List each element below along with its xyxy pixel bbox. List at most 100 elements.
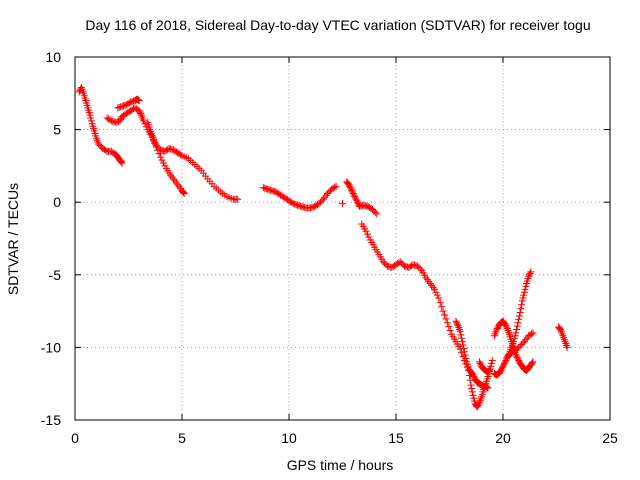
data-point: [154, 143, 162, 151]
data-point: [458, 349, 466, 357]
data-point: [502, 322, 510, 330]
plot-frame: [74, 56, 611, 421]
y-axis-label: SDTVAR / TECUs: [5, 183, 21, 295]
data-point: [87, 114, 95, 122]
y-tick-label: 10: [45, 49, 61, 65]
data-point: [511, 332, 519, 340]
data-point: [371, 208, 379, 216]
data-point: [432, 288, 440, 296]
data-point: [117, 115, 125, 123]
data-point: [439, 307, 447, 315]
data-point: [180, 189, 188, 197]
data-point: [234, 195, 242, 203]
data-point: [135, 107, 143, 115]
data-point: [368, 205, 376, 213]
data-point: [488, 359, 496, 367]
data-point: [446, 326, 454, 334]
data-point: [487, 362, 495, 370]
data-point: [520, 291, 528, 299]
data-point: [346, 182, 354, 190]
data-point: [158, 156, 166, 164]
data-point: [486, 365, 494, 373]
data-point: [563, 343, 571, 351]
data-point: [513, 322, 521, 330]
data-point: [516, 342, 524, 350]
data-point: [157, 153, 165, 161]
data-point: [398, 259, 406, 267]
y-tick-label: -10: [41, 339, 61, 355]
data-point: [512, 346, 520, 354]
data-points: [75, 83, 571, 411]
data-point: [460, 348, 468, 356]
data-point: [347, 185, 355, 193]
data-point: [528, 359, 536, 367]
data-point: [118, 159, 126, 167]
data-point: [500, 361, 508, 369]
data-point: [316, 198, 324, 206]
data-point: [362, 227, 370, 235]
y-tick-label: 5: [53, 122, 61, 138]
data-point: [396, 258, 404, 266]
data-point: [458, 334, 466, 342]
x-tick-label: 15: [388, 430, 404, 446]
data-point: [453, 320, 461, 328]
data-point: [521, 285, 529, 293]
data-point: [363, 230, 371, 238]
data-point: [456, 327, 464, 335]
data-point: [503, 323, 511, 331]
data-point: [353, 197, 361, 205]
data-point: [522, 282, 530, 290]
data-point: [467, 381, 475, 389]
gridlines: [75, 57, 610, 420]
data-point: [502, 356, 510, 364]
data-point: [468, 388, 476, 396]
data-point: [436, 298, 444, 306]
y-tick-label: 0: [53, 194, 61, 210]
data-point: [117, 158, 125, 166]
data-point: [500, 359, 508, 367]
data-point: [441, 311, 449, 319]
data-point: [139, 117, 147, 125]
data-point: [348, 187, 356, 195]
data-point: [473, 403, 481, 411]
data-point: [452, 317, 460, 325]
data-point: [102, 146, 110, 154]
data-point: [512, 329, 520, 337]
data-point: [457, 331, 465, 339]
data-point: [515, 315, 523, 323]
data-point: [442, 315, 450, 323]
data-point: [433, 291, 441, 299]
data-point: [475, 358, 483, 366]
data-point: [503, 355, 511, 363]
data-point: [514, 319, 522, 327]
x-tick-label: 10: [281, 430, 297, 446]
data-point: [519, 294, 527, 302]
data-point: [435, 294, 443, 302]
data-point: [346, 184, 354, 192]
data-point: [325, 188, 333, 196]
data-point: [351, 194, 359, 202]
data-point: [151, 139, 159, 147]
data-point: [315, 200, 323, 208]
data-point: [415, 264, 423, 272]
data-point: [370, 207, 378, 215]
data-point: [458, 338, 466, 346]
data-point: [141, 120, 149, 128]
data-point: [519, 339, 527, 347]
data-point: [413, 262, 421, 270]
data-point: [365, 233, 373, 241]
y-tick-label: -5: [49, 267, 62, 283]
data-point: [469, 371, 477, 379]
data-point: [460, 344, 468, 352]
data-point: [528, 330, 536, 338]
data-point: [499, 362, 507, 370]
data-point: [515, 312, 523, 320]
data-point: [350, 191, 358, 199]
y-tick-label: -15: [41, 412, 61, 428]
data-point: [476, 359, 484, 367]
data-point: [349, 189, 357, 197]
data-point: [474, 401, 482, 409]
data-point: [518, 297, 526, 305]
x-tick-label: 0: [71, 430, 79, 446]
data-point: [501, 320, 509, 328]
